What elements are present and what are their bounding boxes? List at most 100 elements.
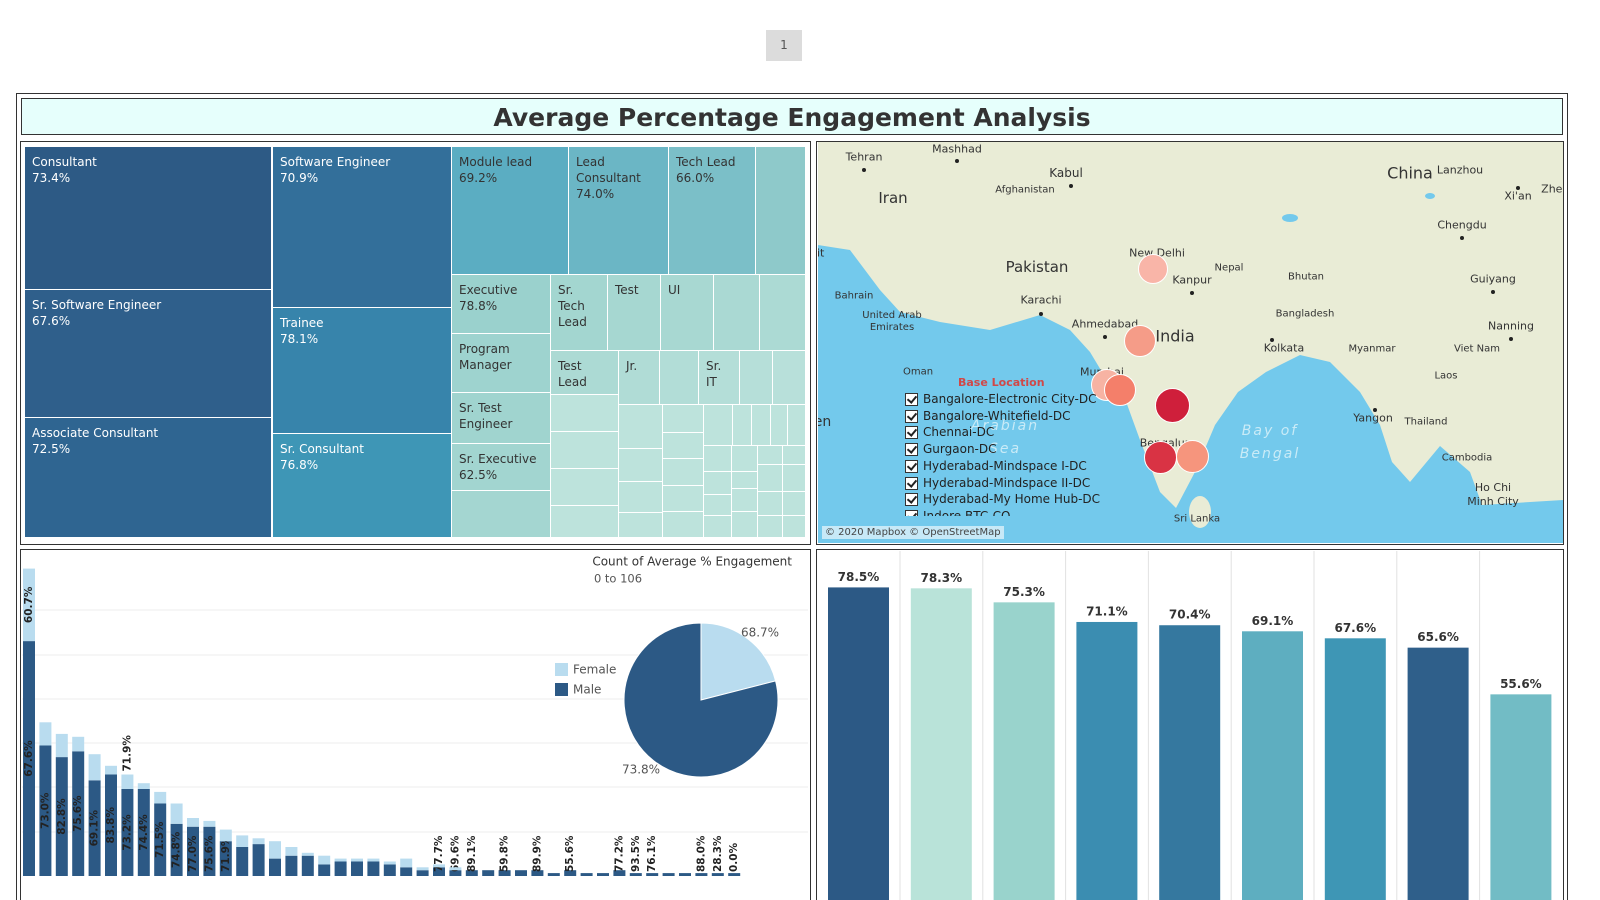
lake xyxy=(1189,496,1211,528)
bar xyxy=(1407,647,1469,900)
bar-label: 75.6% xyxy=(72,795,84,832)
legend-checkbox[interactable] xyxy=(905,509,918,516)
bar-label: 83.8% xyxy=(105,807,117,844)
legend-item: Hyderabad-Mindspace I-DC xyxy=(923,458,1087,473)
bar-label: 77.2% xyxy=(613,835,625,872)
place-label: Lanzhou xyxy=(1436,163,1484,177)
place-label: Mashhad xyxy=(932,142,982,156)
bar-segment xyxy=(400,858,413,868)
bar-label: 67.6% xyxy=(1334,621,1376,635)
bar-segment xyxy=(695,873,708,876)
bar-segment xyxy=(23,641,35,876)
bar-label: 82.8% xyxy=(56,798,68,835)
bar-segment xyxy=(121,789,134,876)
place-label: Myanmar xyxy=(1348,343,1396,355)
bar xyxy=(1490,694,1552,900)
bar-label: 28.3% xyxy=(712,835,724,872)
bar-segment xyxy=(219,829,232,842)
bar-label: 71.9% xyxy=(220,835,232,872)
map-legend[interactable]: Base Location Bangalore-Electronic City-D… xyxy=(902,376,1102,516)
pie-label: 68.7% xyxy=(741,626,779,640)
legend-item: Hyderabad-Mindspace II-DC xyxy=(923,475,1091,490)
bar-segment xyxy=(351,858,363,862)
map[interactable]: Mashhad Tehran Kabul Afghanistan Iran Pakista… xyxy=(818,142,1563,543)
bar xyxy=(993,602,1055,900)
place-label: Bangladesh xyxy=(1275,308,1335,320)
bar-segment xyxy=(711,873,724,876)
bar-segment xyxy=(679,873,691,876)
bar-label: 55.6% xyxy=(1500,677,1542,691)
location-circle xyxy=(1154,387,1190,423)
location-circle xyxy=(1124,325,1156,357)
place-label: Ho Chi Minh City xyxy=(1467,481,1519,508)
bar-segment xyxy=(498,870,511,876)
bar-segment xyxy=(465,870,478,876)
bar-segment xyxy=(482,870,495,876)
place-label: Nepal xyxy=(1214,262,1244,274)
bar-segment xyxy=(318,855,331,865)
place-label: Nanning xyxy=(1488,319,1534,333)
bar-segment xyxy=(170,803,183,824)
bar-segment xyxy=(105,765,117,775)
bar xyxy=(1159,625,1221,900)
bar-segment xyxy=(137,789,150,876)
bar-label: 78.5% xyxy=(838,570,880,584)
bar-segment xyxy=(72,751,85,876)
lake xyxy=(1282,214,1298,222)
page-number[interactable]: 1 xyxy=(766,30,802,61)
legend-checkbox[interactable] xyxy=(905,443,918,457)
bar xyxy=(828,587,889,900)
bar-label: 88.0% xyxy=(695,835,707,872)
bar-label: 74.8% xyxy=(171,831,183,868)
bar-label: 59.8% xyxy=(499,835,511,872)
bar-segment xyxy=(154,803,167,876)
legend-swatch xyxy=(555,683,568,696)
legend-item: Gurgaon-DC xyxy=(923,442,997,457)
legend-item: Hyderabad-My Home Hub-DC xyxy=(923,492,1101,507)
bar-label: 55.6% xyxy=(564,835,576,872)
bar-label: 77.0% xyxy=(187,835,199,872)
bar-label: 71.9% xyxy=(121,735,133,772)
place-label: Guiyang xyxy=(1470,272,1516,286)
legend-checkbox[interactable] xyxy=(905,493,918,507)
bar-label: 73.0% xyxy=(39,792,51,829)
place-label: Kuwait xyxy=(818,246,825,260)
legend-checkbox[interactable] xyxy=(905,459,918,473)
legend-checkbox[interactable] xyxy=(905,409,918,423)
dashboard-frame xyxy=(16,93,1568,900)
legend-checkbox[interactable] xyxy=(905,426,918,440)
bar-segment xyxy=(629,873,642,876)
bar-segment xyxy=(219,841,232,876)
bar-segment xyxy=(252,838,265,845)
legend-item: Bangalore-Electronic City-DC xyxy=(923,392,1097,406)
bar-segment xyxy=(547,873,560,876)
bar-segment xyxy=(269,841,281,859)
bar-label: 71.5% xyxy=(154,821,166,858)
place-label: Yemen xyxy=(818,414,832,430)
city-dot xyxy=(1069,184,1073,188)
map-background xyxy=(818,193,1563,543)
histogram-panel xyxy=(20,549,811,900)
bar-segment xyxy=(515,870,527,876)
bar-segment xyxy=(400,867,413,876)
bar-segment xyxy=(252,844,265,876)
legend-label: Male xyxy=(573,683,601,697)
city-dot xyxy=(1460,236,1464,240)
place-label: Viet Nam xyxy=(1453,343,1501,355)
sea xyxy=(818,245,1563,543)
city-dot xyxy=(955,159,959,163)
place-label: China xyxy=(1387,163,1433,183)
bar-segment xyxy=(416,870,429,876)
place-label: Karachi xyxy=(1020,293,1062,307)
bar-segment xyxy=(187,826,199,876)
bar-segment xyxy=(301,852,314,856)
bar-segment xyxy=(613,870,626,876)
legend-checkbox[interactable] xyxy=(905,393,918,406)
place-label: Bhutan xyxy=(1288,271,1324,283)
pie-slice xyxy=(623,622,779,778)
legend-checkbox[interactable] xyxy=(905,476,918,490)
bar-segment xyxy=(449,870,462,876)
bar xyxy=(1076,621,1138,900)
place-label: Zhengzhou xyxy=(1541,182,1563,196)
bar-label: 70.4% xyxy=(1169,608,1211,622)
